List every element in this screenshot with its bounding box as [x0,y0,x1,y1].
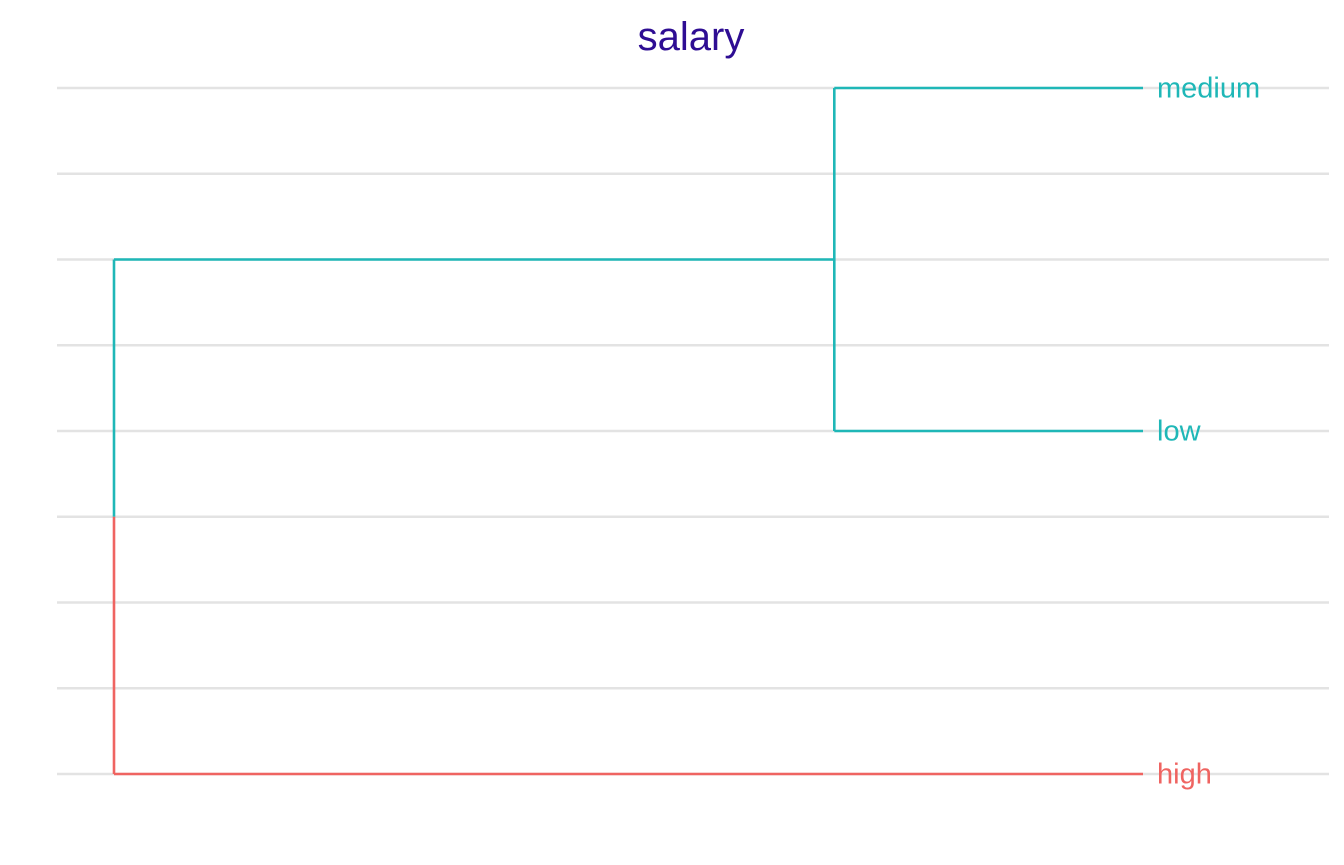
leaf-label-high: high [1157,759,1212,791]
leaf-labels: medium low high [1157,73,1260,791]
leaf-label-low: low [1157,416,1202,448]
dendrogram-branches [112,86,1143,776]
chart-title: salary [638,15,745,59]
leaf-label-medium: medium [1157,73,1260,105]
